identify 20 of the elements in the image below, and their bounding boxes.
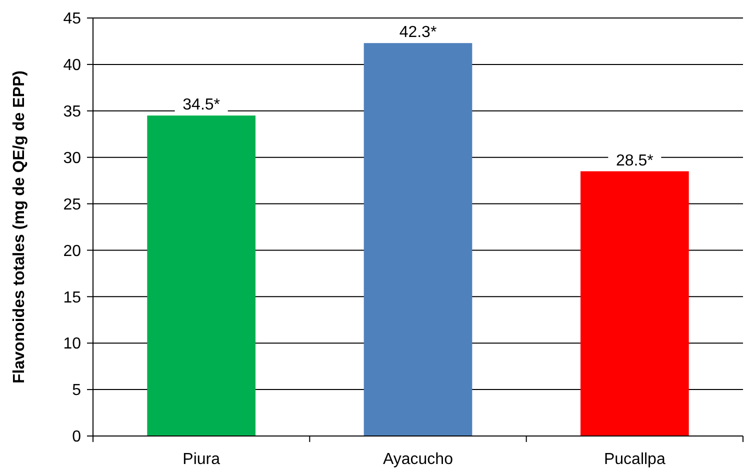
bar	[364, 43, 472, 436]
y-tick-label: 45	[63, 10, 82, 28]
data-label: 42.3*	[399, 24, 437, 42]
bar	[580, 171, 689, 436]
y-tick-label: 10	[63, 336, 82, 353]
y-tick-label: 30	[63, 150, 82, 167]
x-tick-label: Pucallpa	[604, 451, 666, 468]
y-tick-label: 25	[63, 196, 82, 214]
y-tick-label: 40	[63, 57, 82, 74]
x-tick-label: Ayacucho	[383, 451, 454, 468]
data-label: 34.5*	[182, 96, 220, 114]
y-tick-label: 15	[63, 289, 82, 306]
x-tick-label: Piura	[182, 451, 220, 468]
y-tick-label: 35	[63, 103, 82, 120]
y-axis-title: Flavonoides totales (mg de QE/g de EPP)	[11, 70, 28, 384]
y-tick-label: 20	[63, 242, 82, 260]
y-tick-label: 0	[72, 428, 82, 446]
data-label: 28.5*	[616, 152, 654, 170]
bar	[147, 116, 256, 436]
y-tick-label: 5	[72, 382, 82, 400]
